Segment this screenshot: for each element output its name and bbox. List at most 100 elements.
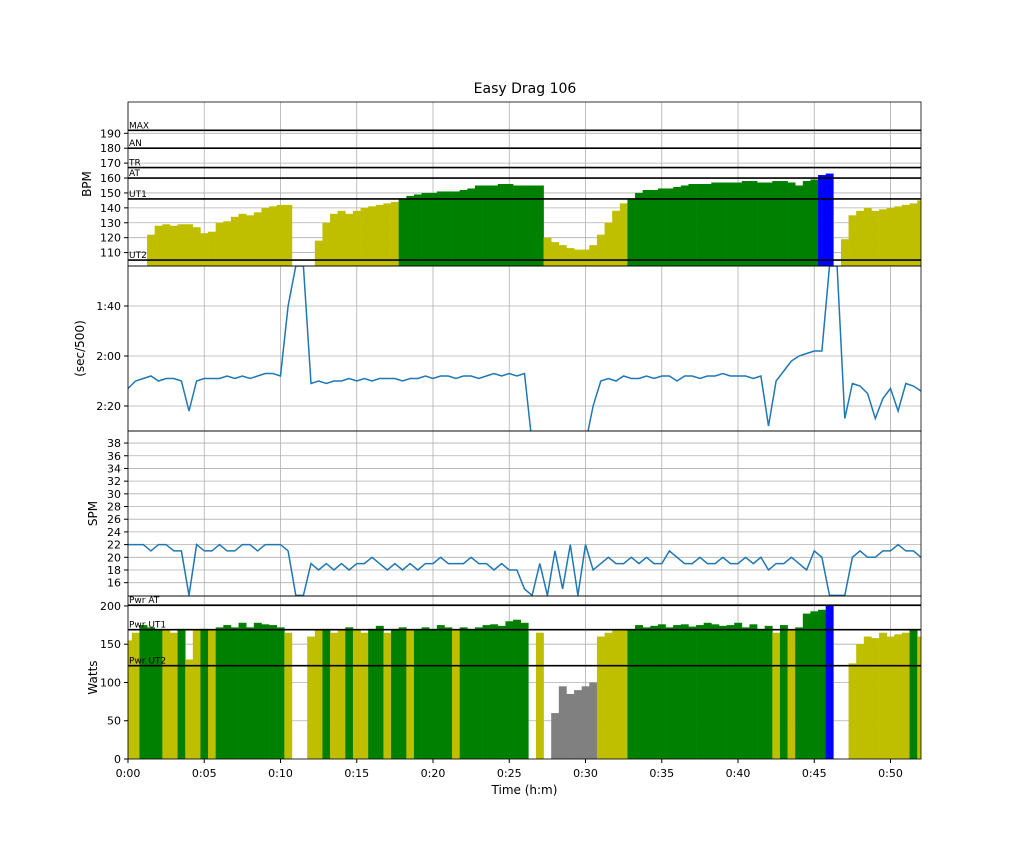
y-tick-label: 16 <box>107 577 121 590</box>
zone-label: TR <box>128 159 141 169</box>
watts-bar <box>627 628 636 759</box>
chart-title: Easy Drag 106 <box>473 81 577 97</box>
watts-bar <box>581 686 590 759</box>
watts-bar <box>223 625 232 759</box>
watts-bar <box>688 626 697 759</box>
hr-bar <box>650 189 659 266</box>
watts-bar <box>276 627 285 759</box>
hr-bar <box>314 240 323 266</box>
watts-bar <box>886 636 895 759</box>
hr-bar <box>421 192 430 266</box>
y-tick-label: 150 <box>100 638 121 651</box>
watts-bar <box>787 630 796 759</box>
hr-bar <box>208 231 216 266</box>
y-tick-label: 28 <box>107 501 121 514</box>
watts-bar <box>169 632 178 759</box>
hr-bar <box>589 245 598 266</box>
watts-bar <box>901 632 910 759</box>
watts-bar <box>856 644 865 759</box>
hr-bar <box>253 212 262 266</box>
hr-bar <box>551 242 560 266</box>
watts-bar <box>467 628 476 759</box>
hr-bar <box>368 206 377 266</box>
hr-bar <box>635 192 643 266</box>
x-tick-label: 0:20 <box>421 767 446 780</box>
watts-bar <box>558 686 567 759</box>
watts-bar <box>711 624 720 759</box>
watts-bar <box>917 636 921 759</box>
hr-bar <box>856 210 865 266</box>
y-tick-label: 160 <box>100 172 121 185</box>
watts-bar <box>741 627 750 759</box>
hr-bar <box>322 222 331 266</box>
watts-bar <box>871 638 880 759</box>
pace-line <box>128 266 921 431</box>
watts-bar <box>703 622 712 759</box>
hr-bar <box>665 188 674 266</box>
y-tick-label: 150 <box>100 187 121 200</box>
y-tick-label: 190 <box>100 127 121 140</box>
hr-bar <box>162 224 171 266</box>
y-tick-label: 130 <box>100 217 121 230</box>
watts-bar <box>574 690 582 759</box>
y-tick-label: 50 <box>107 715 121 728</box>
hr-bar <box>543 237 552 266</box>
hr-bar <box>901 204 910 266</box>
hr-bar <box>772 181 781 266</box>
hr-bar <box>490 185 499 266</box>
hr-bar <box>406 195 415 266</box>
hr-bar <box>261 207 270 266</box>
data-hr <box>147 173 921 266</box>
hr-bar <box>467 188 476 266</box>
hr-bar <box>230 216 239 266</box>
watts-bar <box>413 628 422 759</box>
watts-bar <box>345 627 354 759</box>
axes-frame <box>127 595 922 760</box>
watts-bar <box>352 630 361 759</box>
hr-bar <box>863 207 872 266</box>
hr-bar <box>810 179 819 266</box>
hr-bar <box>886 207 895 266</box>
watts-bar <box>490 624 499 759</box>
watts-bar <box>128 640 133 759</box>
watts-bar <box>535 632 544 759</box>
hr-bar <box>269 206 277 266</box>
hr-bar <box>619 203 628 266</box>
watts-bar <box>238 622 247 759</box>
hr-bar <box>398 198 407 266</box>
hr-bar <box>840 239 849 266</box>
watts-bar <box>337 630 346 759</box>
watts-bar <box>795 627 804 759</box>
watts-bar <box>230 627 239 759</box>
x-tick-label: 0:00 <box>116 767 141 780</box>
y-tick-label: 110 <box>100 247 121 260</box>
y-tick-label: 170 <box>100 157 121 170</box>
watts-bar <box>497 625 506 759</box>
hr-bar <box>345 213 354 266</box>
watts-bar <box>139 625 148 759</box>
hr-bar <box>734 182 743 266</box>
x-tick-label: 0:35 <box>649 767 674 780</box>
watts-bar <box>642 627 651 759</box>
watts-bar <box>246 627 255 759</box>
watts-bar <box>429 628 438 759</box>
hr-bar <box>528 185 537 266</box>
hr-bar <box>917 200 921 266</box>
hr-bar <box>459 189 468 266</box>
watts-bar <box>764 625 773 759</box>
watts-bar <box>596 636 605 759</box>
x-tick-label: 0:40 <box>726 767 751 780</box>
watts-bar <box>208 630 216 759</box>
hr-bar <box>802 181 811 266</box>
y-tick-label: 0 <box>114 753 121 766</box>
hr-bar <box>284 204 293 266</box>
hr-bar <box>673 186 682 266</box>
watts-bar <box>215 627 224 759</box>
hr-bar <box>848 215 857 266</box>
watts-bar <box>513 619 521 759</box>
watts-bar <box>779 625 788 759</box>
zone-label: Pwr AT <box>129 596 160 606</box>
watts-bar <box>406 630 415 759</box>
y-tick-label: 2:00 <box>96 350 121 363</box>
